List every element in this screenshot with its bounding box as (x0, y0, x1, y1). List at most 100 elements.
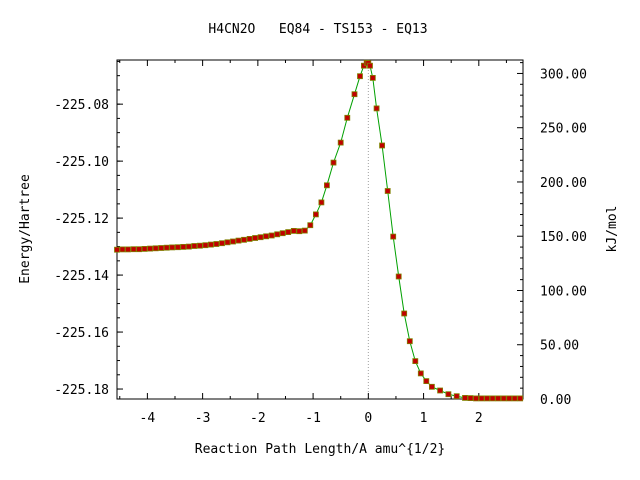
data-point (263, 233, 270, 240)
y-right-tick-label: 50.00 (540, 339, 579, 354)
data-point (384, 188, 391, 194)
x-tick-label: 1 (420, 411, 428, 426)
data-point (307, 222, 314, 229)
data-point (290, 227, 297, 234)
data-point (301, 227, 308, 234)
y-left-tick-label: -225.10 (54, 155, 109, 170)
data-point (213, 241, 220, 247)
data-point (417, 370, 424, 377)
data-point (506, 395, 513, 402)
data-point (141, 245, 148, 252)
x-axis: -4 -3 -2 -1 0 1 2 (119, 60, 507, 426)
data-point (467, 395, 474, 402)
data-point (152, 245, 159, 252)
data-point (147, 245, 154, 252)
data-point (330, 159, 337, 166)
data-point (495, 395, 502, 402)
data-point (196, 242, 203, 249)
x-tick-label: 2 (475, 411, 483, 426)
y-axis-left: -225.08 -225.10 -225.12 -225.14 -225.16 -225.… (54, 60, 123, 398)
data-point (351, 91, 358, 98)
data-point (279, 230, 286, 237)
data-point (180, 243, 187, 250)
data-point (202, 242, 209, 249)
y-right-tick-label: 100.00 (540, 284, 587, 299)
data-point (437, 387, 444, 394)
data-point (318, 199, 325, 206)
data-point (207, 241, 214, 248)
data-point (462, 394, 468, 401)
y-right-tick-label: 250.00 (540, 122, 587, 137)
data-point (136, 246, 143, 253)
data-point (511, 395, 518, 402)
x-tick-label: -1 (305, 411, 321, 426)
data-point (114, 246, 120, 253)
data-point (500, 395, 507, 402)
data-point (401, 310, 408, 317)
x-tick-label: 0 (364, 411, 372, 426)
data-point (235, 237, 242, 244)
y-left-tick-label: -225.08 (54, 98, 109, 113)
data-point (163, 244, 170, 251)
data-point (158, 245, 165, 251)
plot-area (116, 59, 524, 400)
data-point (252, 235, 259, 241)
data-point (445, 391, 452, 398)
y-axis-right: 0.00 50.00 100.00 150.00 200.00 250.00 300.00 (517, 62, 587, 408)
energy-series (114, 59, 524, 402)
data-point (230, 238, 236, 245)
series-line (116, 62, 521, 399)
data-point (169, 244, 176, 251)
y-right-tick-label: 150.00 (540, 230, 587, 245)
x-tick-label: -2 (250, 411, 266, 426)
data-point (484, 395, 491, 402)
data-point (379, 142, 386, 149)
data-point (453, 393, 460, 400)
data-point (395, 273, 402, 280)
data-point (357, 73, 363, 80)
data-point (268, 232, 275, 239)
data-point (246, 235, 253, 242)
data-point (478, 395, 485, 402)
data-point (312, 211, 319, 218)
data-point (390, 233, 397, 240)
data-point (473, 395, 479, 402)
data-point (274, 231, 281, 238)
data-point (367, 62, 373, 69)
data-point (373, 105, 380, 112)
data-point (241, 236, 247, 243)
data-point (369, 75, 376, 81)
data-point (406, 338, 413, 345)
data-point (323, 182, 330, 189)
x-axis-label: Reaction Path Length/A amu^{1/2} (195, 442, 445, 457)
data-point (489, 395, 496, 402)
y-left-tick-label: -225.16 (54, 326, 109, 341)
y-axis-left-label: Energy/Hartree (18, 174, 33, 284)
data-point (219, 240, 225, 247)
y-right-tick-label: 300.00 (540, 67, 587, 82)
data-point (119, 246, 126, 253)
data-point (412, 358, 419, 365)
y-axis-right-label: kJ/mol (605, 206, 620, 253)
data-point (125, 246, 131, 253)
y-left-tick-label: -225.12 (54, 212, 109, 227)
x-tick-label: -4 (140, 411, 156, 426)
y-right-tick-label: 0.00 (540, 393, 571, 408)
x-tick-label: -3 (195, 411, 211, 426)
data-point (344, 114, 351, 121)
data-point (257, 234, 264, 241)
data-point (174, 244, 181, 251)
data-point (517, 395, 524, 402)
data-point (428, 383, 435, 390)
data-point (296, 228, 303, 235)
data-point (185, 243, 192, 250)
data-point (337, 139, 344, 146)
y-left-tick-label: -225.14 (54, 269, 109, 284)
data-point (224, 239, 231, 246)
data-point (130, 246, 137, 253)
data-point (285, 229, 292, 236)
data-point (191, 243, 198, 249)
data-point (423, 378, 430, 385)
y-left-tick-label: -225.18 (54, 383, 109, 398)
